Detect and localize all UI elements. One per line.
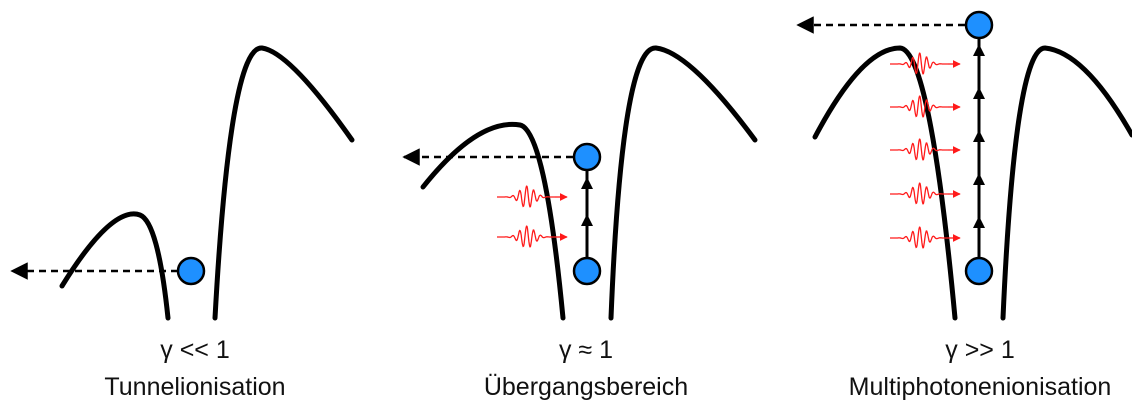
electron-ground [572,256,602,286]
gamma-label-multiphoton: γ >> 1 [945,336,1015,364]
photon-wave-packet [890,52,961,75]
electron-excited [572,142,602,172]
photon-wave [890,95,948,118]
potential-barrier-left [59,211,171,321]
potential-barrier-left [420,121,566,321]
ladder-step-arrow [973,130,985,142]
ladder-step-arrow [581,177,593,189]
potential-well-right [608,45,758,321]
panel-tunnelionisation [10,45,355,321]
gamma-label-transition: γ ≈ 1 [558,336,614,364]
photon-wave-packet [497,185,568,208]
photon-wave-packet [890,138,961,161]
panel-multiphotonenionisation [796,10,1132,321]
ladder-step-arrow [973,173,985,185]
regime-label-multiphoton: Multiphotonenionisation [848,373,1112,401]
photon-wave-packet [497,225,568,248]
gamma-label-tunnel: γ << 1 [160,336,230,364]
photon-wave [890,226,948,249]
potential-well-right [212,45,355,321]
electron-excited [964,10,994,40]
photon-wave [497,225,555,248]
potential-well-right [1000,45,1132,321]
potential-well-left [812,45,958,321]
ladder-step-arrow [973,44,985,56]
regime-label-transition: Übergangsbereich [483,373,689,401]
photon-wave [497,185,555,208]
ladder-step-arrow [973,216,985,228]
regime-label-tunnel: Tunnelionisation [104,373,286,401]
photon-wave [890,52,948,75]
photon-wave-packet [890,95,961,118]
ladder-step-arrow [581,214,593,226]
photon-wave-packet [890,226,961,249]
photon-wave-packet [890,182,961,205]
electron [176,256,206,286]
photon-wave [890,138,948,161]
ladder-step-arrow [973,87,985,99]
photon-wave [890,182,948,205]
electron-ground [964,256,994,286]
panel-uebergangsbereich [402,45,758,321]
